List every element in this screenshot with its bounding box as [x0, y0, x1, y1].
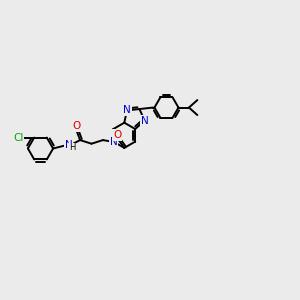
Text: O: O [113, 130, 122, 140]
Text: N: N [65, 140, 73, 151]
Text: N: N [123, 105, 131, 116]
Text: N: N [141, 116, 148, 126]
Text: N: N [110, 136, 117, 147]
Text: Cl: Cl [13, 133, 23, 142]
Text: H: H [69, 143, 76, 152]
Text: O: O [72, 121, 81, 131]
